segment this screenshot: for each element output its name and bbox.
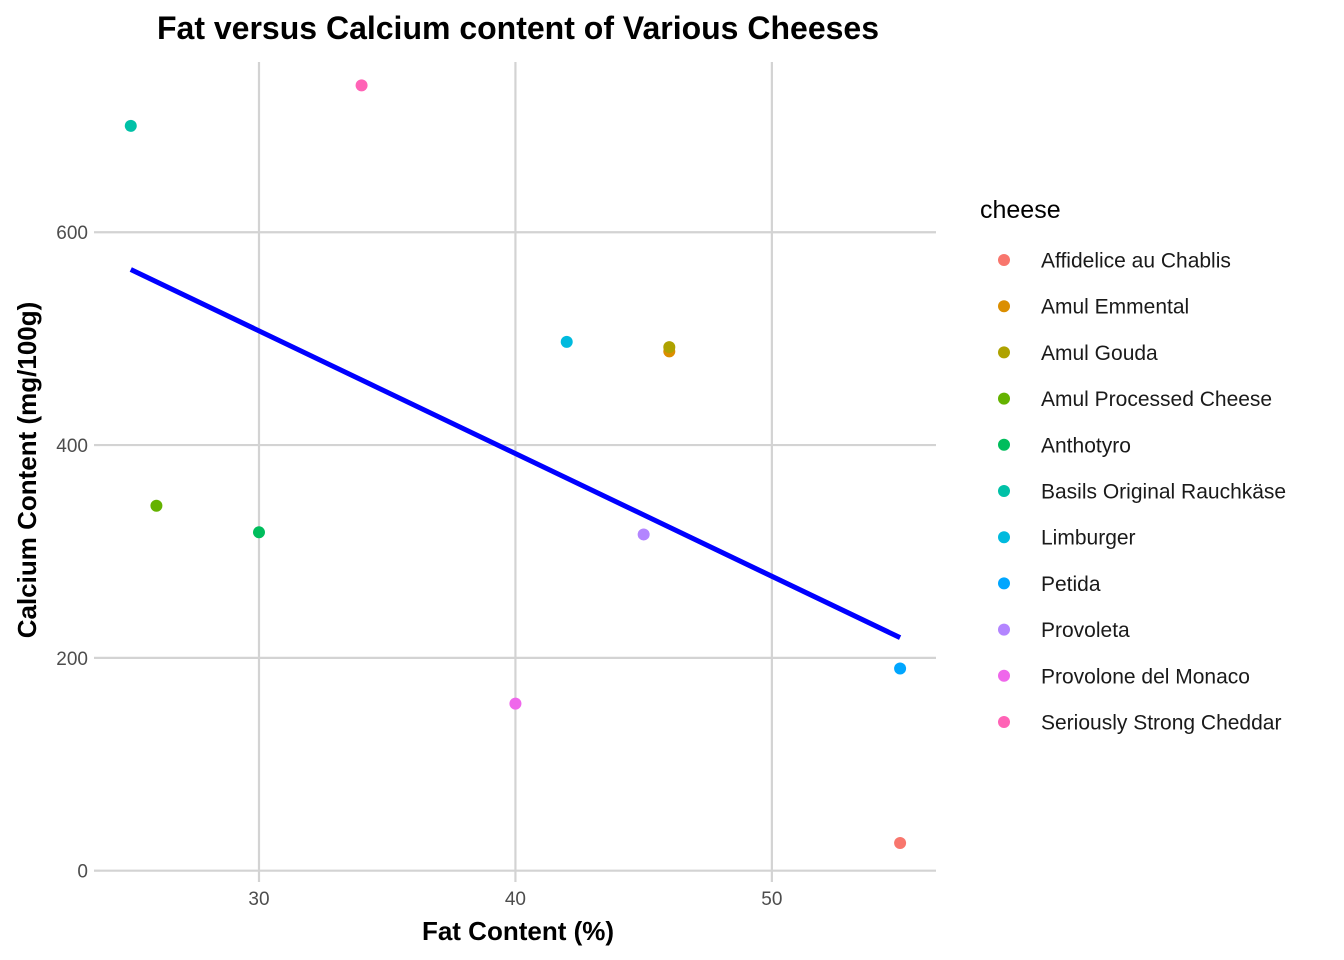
legend-label-8: Petida	[1041, 573, 1101, 596]
data-point-3	[663, 341, 676, 354]
data-point-1	[894, 837, 907, 850]
legend-label-1: Affidelice au Chablis	[1041, 250, 1231, 273]
y-tick-label-600: 600	[56, 223, 88, 244]
x-tick-label-40: 40	[505, 889, 526, 910]
chart-title: Fat versus Calcium content of Various Ch…	[157, 10, 879, 46]
data-point-11	[355, 79, 368, 92]
data-point-4	[150, 499, 163, 512]
y-tick-label-0: 0	[77, 862, 88, 883]
y-tick-label-400: 400	[56, 436, 88, 457]
data-points	[124, 79, 907, 850]
legend-key-6	[998, 485, 1010, 497]
data-point-7	[560, 335, 573, 348]
data-point-6	[124, 119, 137, 132]
legend-key-1	[998, 254, 1010, 266]
legend-label-2: Amul Emmental	[1041, 296, 1189, 319]
legend-title: cheese	[980, 196, 1061, 224]
legend-key-2	[998, 300, 1010, 313]
data-point-8	[894, 662, 907, 675]
x-axis-label: Fat Content (%)	[422, 916, 614, 946]
legend-label-10: Provolone del Monaco	[1041, 665, 1250, 688]
y-axis-label: Calcium Content (mg/100g)	[12, 302, 42, 639]
legend-key-10	[998, 669, 1010, 682]
legend-label-4: Amul Processed Cheese	[1041, 388, 1272, 411]
legend-label-6: Basils Original Rauchkäse	[1041, 481, 1286, 504]
axis-ticks: 30 40 50 0 200 400 600	[56, 223, 782, 910]
trend-line	[129, 267, 902, 640]
grid	[100, 62, 936, 876]
legend-label-3: Amul Gouda	[1041, 342, 1158, 365]
x-tick-label-50: 50	[761, 889, 782, 910]
legend-items: Affidelice au Chablis Amul Emmental Amul G…	[998, 250, 1286, 735]
y-tick-label-200: 200	[56, 649, 88, 670]
legend-label-5: Anthotyro	[1041, 434, 1131, 457]
legend-key-8	[998, 577, 1010, 590]
legend: cheese Affidelice au Chablis Amul Emmenta…	[980, 196, 1286, 735]
data-point-5	[252, 526, 265, 539]
legend-key-5	[998, 438, 1010, 451]
legend-key-4	[998, 392, 1010, 405]
legend-label-11: Seriously Strong Cheddar	[1041, 712, 1281, 735]
legend-label-7: Limburger	[1041, 527, 1136, 550]
data-point-9	[637, 528, 650, 541]
data-point-10	[509, 697, 522, 710]
legend-key-7	[998, 531, 1010, 544]
x-tick-label-30: 30	[248, 889, 269, 910]
trend-line-layer	[129, 267, 902, 640]
legend-label-9: Provoleta	[1041, 619, 1130, 642]
legend-key-9	[998, 623, 1010, 636]
legend-key-11	[998, 716, 1010, 728]
legend-key-3	[998, 346, 1010, 359]
